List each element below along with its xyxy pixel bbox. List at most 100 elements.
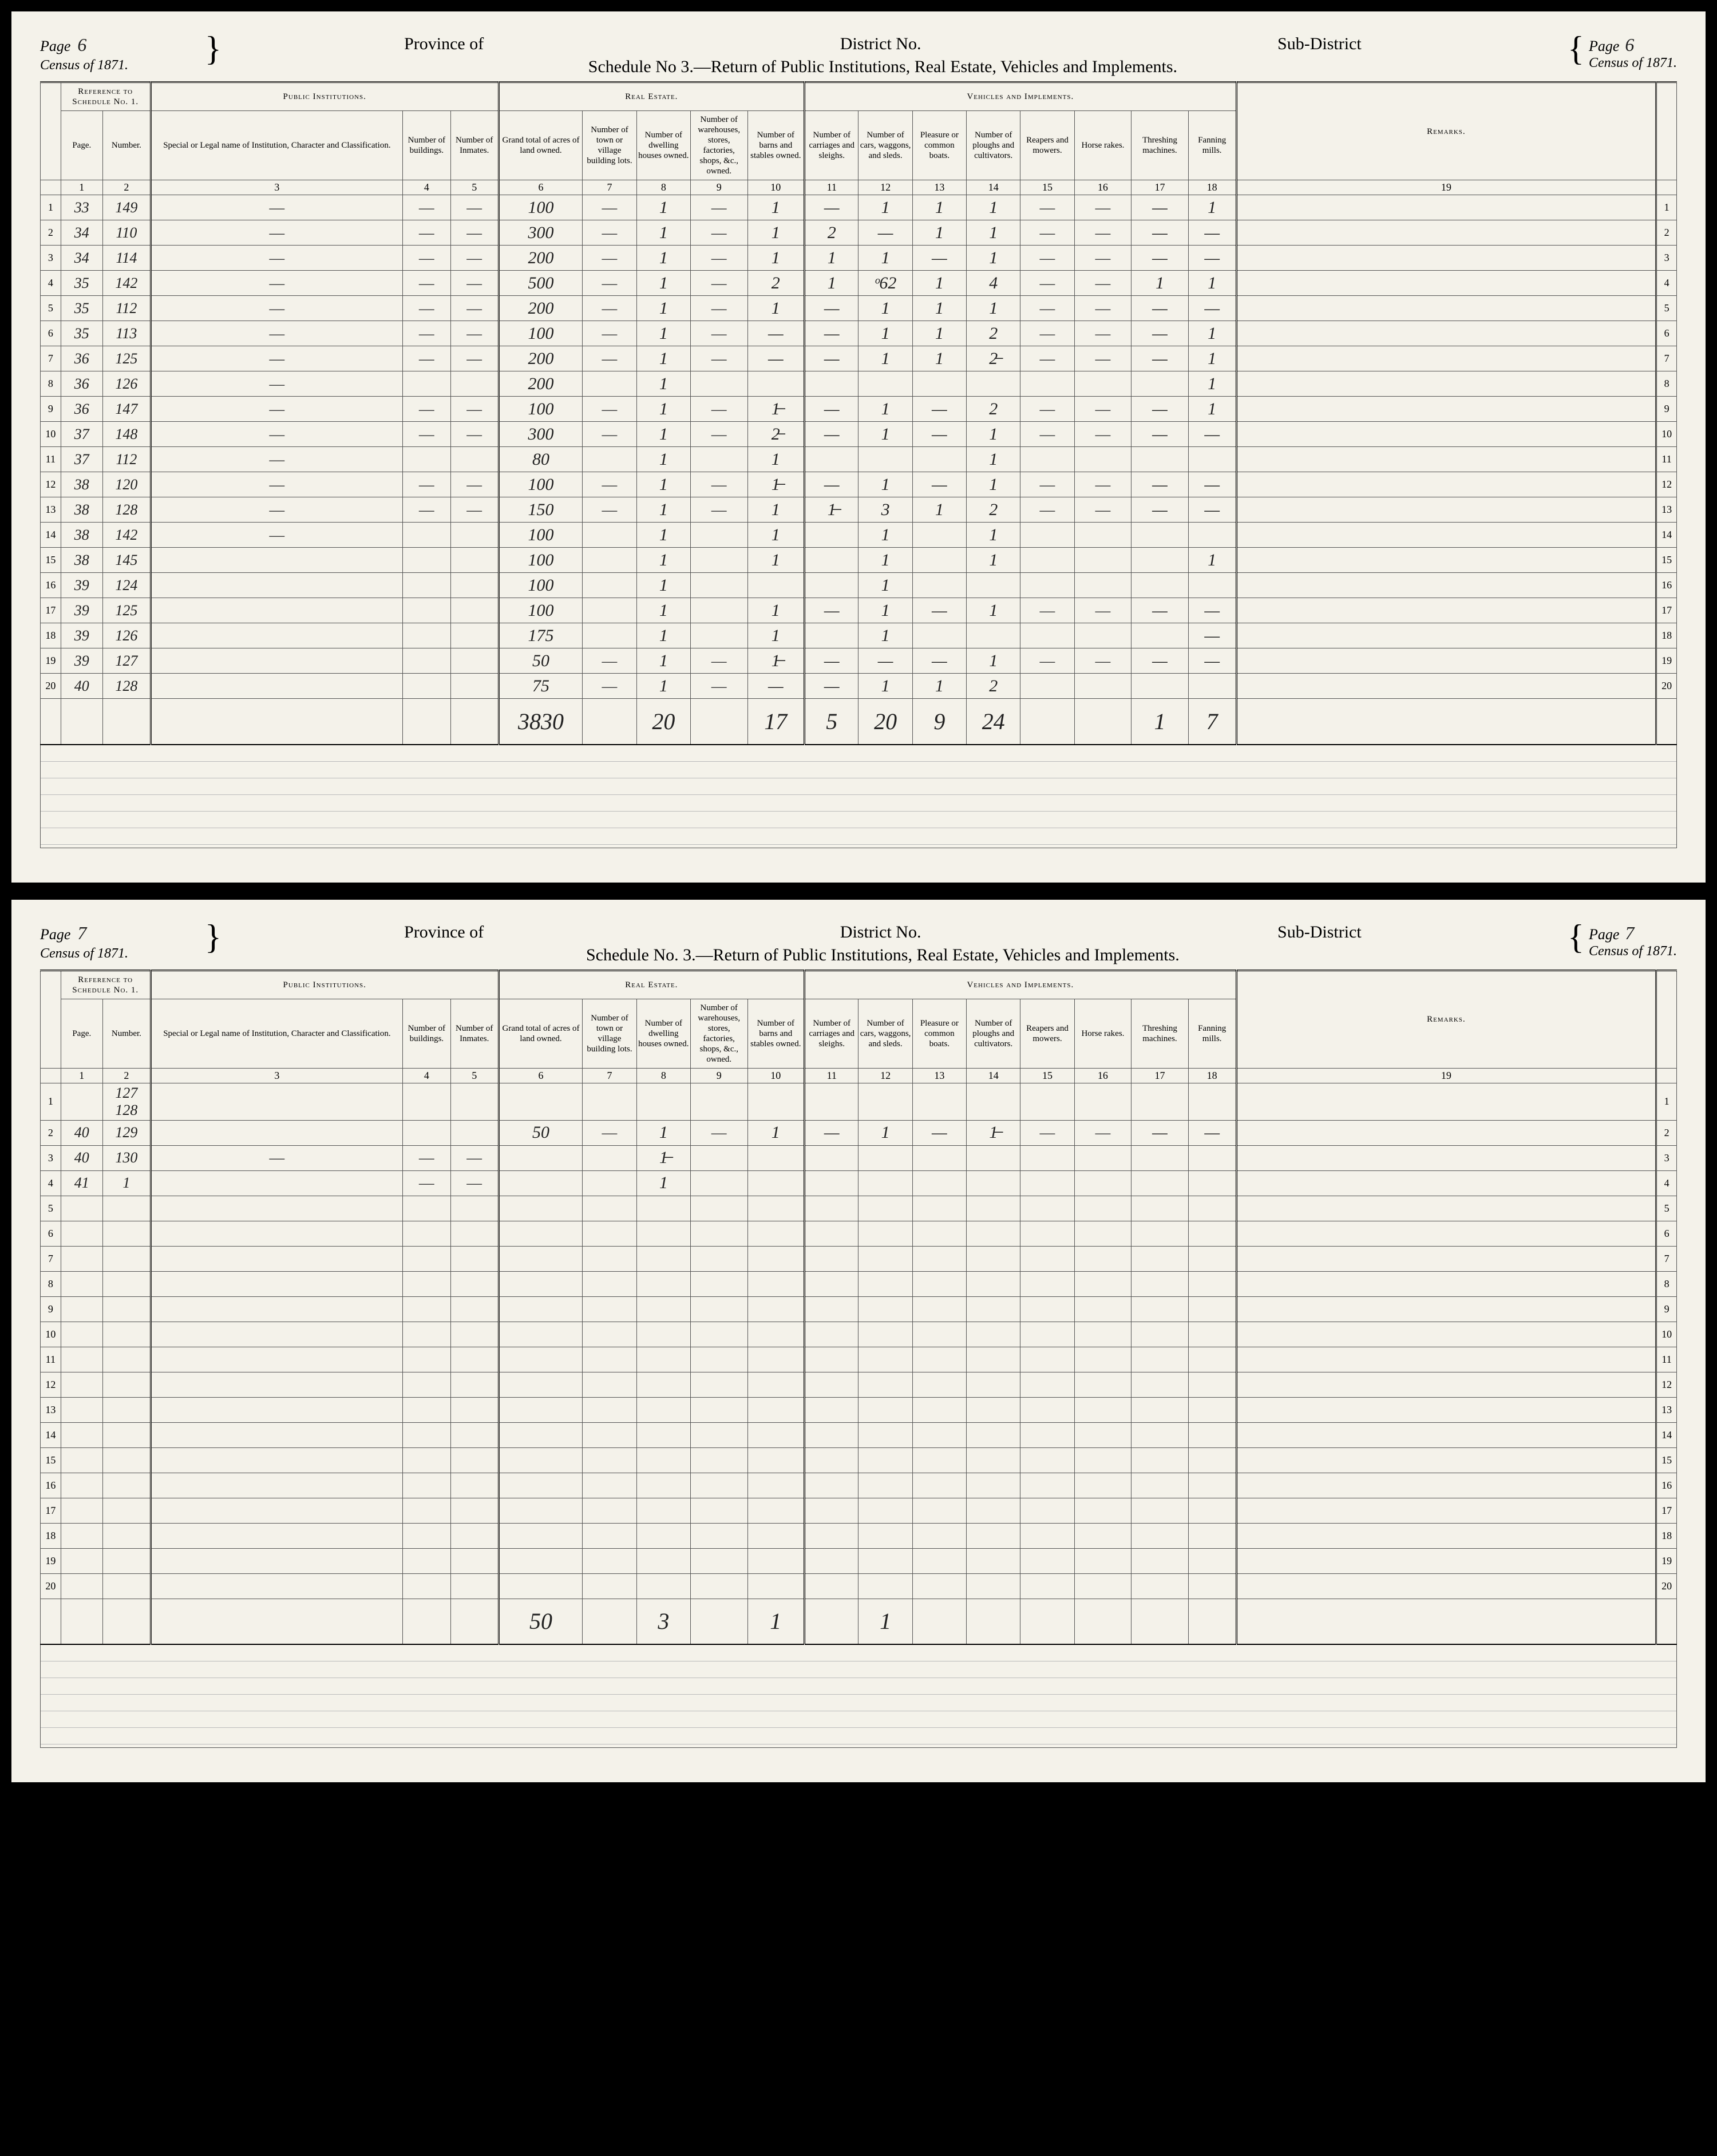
cell-inst: —	[151, 371, 402, 397]
cell-17	[1132, 1447, 1189, 1473]
cell-18: —	[1188, 648, 1236, 674]
cell-7	[583, 1271, 636, 1296]
cell-16: —	[1074, 422, 1132, 447]
page-header: Page 7Census of 1871.}Province ofDistric…	[40, 923, 1677, 965]
cell-remarks	[1236, 1498, 1656, 1523]
colnum-row: 12345678910111213141516171819	[41, 180, 1677, 195]
cell-17	[1132, 1170, 1189, 1196]
cell-8: 1̶	[636, 1145, 690, 1170]
cell-9: —	[690, 246, 747, 271]
rownum-right: 16	[1656, 1473, 1677, 1498]
cell-12	[858, 371, 912, 397]
cell-5: —	[450, 497, 499, 523]
cell-remarks	[1236, 1083, 1656, 1120]
cell-15: —	[1020, 422, 1074, 447]
rownum-left: 6	[41, 1221, 61, 1246]
table-row: 193912750—1—1̶———1————19	[41, 648, 1677, 674]
cell-13	[912, 1397, 966, 1422]
cell-18: —	[1188, 497, 1236, 523]
cell-12	[858, 1422, 912, 1447]
cell-page	[61, 1296, 102, 1322]
col-thr: Threshing machines.	[1132, 111, 1189, 180]
cell-6	[499, 1296, 583, 1322]
cell-17	[1132, 447, 1189, 472]
cell-8: 1	[636, 674, 690, 699]
cell-16	[1074, 1473, 1132, 1498]
cell-10	[747, 1422, 805, 1447]
rownum-right: 17	[1656, 1498, 1677, 1523]
colnum: 17	[1132, 180, 1189, 195]
cell-8: 1	[636, 371, 690, 397]
cell-5	[450, 548, 499, 573]
cell-14	[967, 1422, 1020, 1447]
cell-8: 1	[636, 573, 690, 598]
cell-inst	[151, 1322, 402, 1347]
rownum-left: 14	[41, 523, 61, 548]
rownum-header-right	[1656, 82, 1677, 180]
census-year-right: Census of 1871.	[1589, 944, 1677, 959]
rownum-right: 14	[1656, 1422, 1677, 1447]
colnum: 7	[583, 1068, 636, 1083]
cell-13: —	[912, 246, 966, 271]
cell-7: —	[583, 397, 636, 422]
cell-page: 38	[61, 548, 102, 573]
cell-10	[747, 371, 805, 397]
cell-18: 1	[1188, 195, 1236, 220]
col-fan: Fanning mills.	[1188, 999, 1236, 1068]
cell-16	[1074, 1523, 1132, 1548]
cell-16	[1074, 548, 1132, 573]
table-row: 204012875—1———11220	[41, 674, 1677, 699]
cell-6	[499, 1246, 583, 1271]
cell-inst	[151, 1271, 402, 1296]
cell-14	[967, 623, 1020, 648]
cell-18	[1188, 573, 1236, 598]
cell-16	[1074, 1271, 1132, 1296]
cell-13	[912, 1196, 966, 1221]
cell-11: —	[805, 195, 858, 220]
cell-14	[967, 1322, 1020, 1347]
cell-6	[499, 1347, 583, 1372]
cell-6	[499, 1498, 583, 1523]
group-header-row: Reference to Schedule No. 1.Public Insti…	[41, 970, 1677, 999]
cell-11	[805, 548, 858, 573]
cell-11	[805, 1296, 858, 1322]
cell-6	[499, 1523, 583, 1548]
cell-8: 1	[636, 623, 690, 648]
table-row: 1010	[41, 1322, 1677, 1347]
cell-13: 1	[912, 346, 966, 371]
colnum: 16	[1074, 180, 1132, 195]
cell-6: 500	[499, 271, 583, 296]
cell-16	[1074, 1246, 1132, 1271]
cell-15	[1020, 1397, 1074, 1422]
cell-10	[747, 1322, 805, 1347]
cell-11	[805, 1221, 858, 1246]
table-row: 133149———100—1—1—111———11	[41, 195, 1677, 220]
cell-number	[102, 1372, 151, 1397]
cell-8: 1	[636, 422, 690, 447]
cell-17	[1132, 548, 1189, 573]
cell-number: 147	[102, 397, 151, 422]
cell-10: 1	[747, 296, 805, 321]
colnum: 10	[747, 180, 805, 195]
cell-number	[102, 1397, 151, 1422]
cell-5	[450, 1422, 499, 1447]
rownum-left: 20	[41, 1573, 61, 1599]
cell-11	[805, 1145, 858, 1170]
cell-remarks	[1236, 296, 1656, 321]
cell-remarks	[1236, 1196, 1656, 1221]
cell-7	[583, 1523, 636, 1548]
cell-18	[1188, 1322, 1236, 1347]
cell-inst: —	[151, 523, 402, 548]
cell-number	[102, 1548, 151, 1573]
cell-number	[102, 1523, 151, 1548]
cell-remarks	[1236, 371, 1656, 397]
colnum: 18	[1188, 180, 1236, 195]
cell-inst: —	[151, 447, 402, 472]
cell-4	[402, 1422, 450, 1447]
cell-11	[805, 1498, 858, 1523]
col-fan: Fanning mills.	[1188, 111, 1236, 180]
col-reap: Reapers and mowers.	[1020, 999, 1074, 1068]
cell-18: —	[1188, 1120, 1236, 1145]
total-10: 17	[747, 699, 805, 745]
rownum-right: 13	[1656, 497, 1677, 523]
